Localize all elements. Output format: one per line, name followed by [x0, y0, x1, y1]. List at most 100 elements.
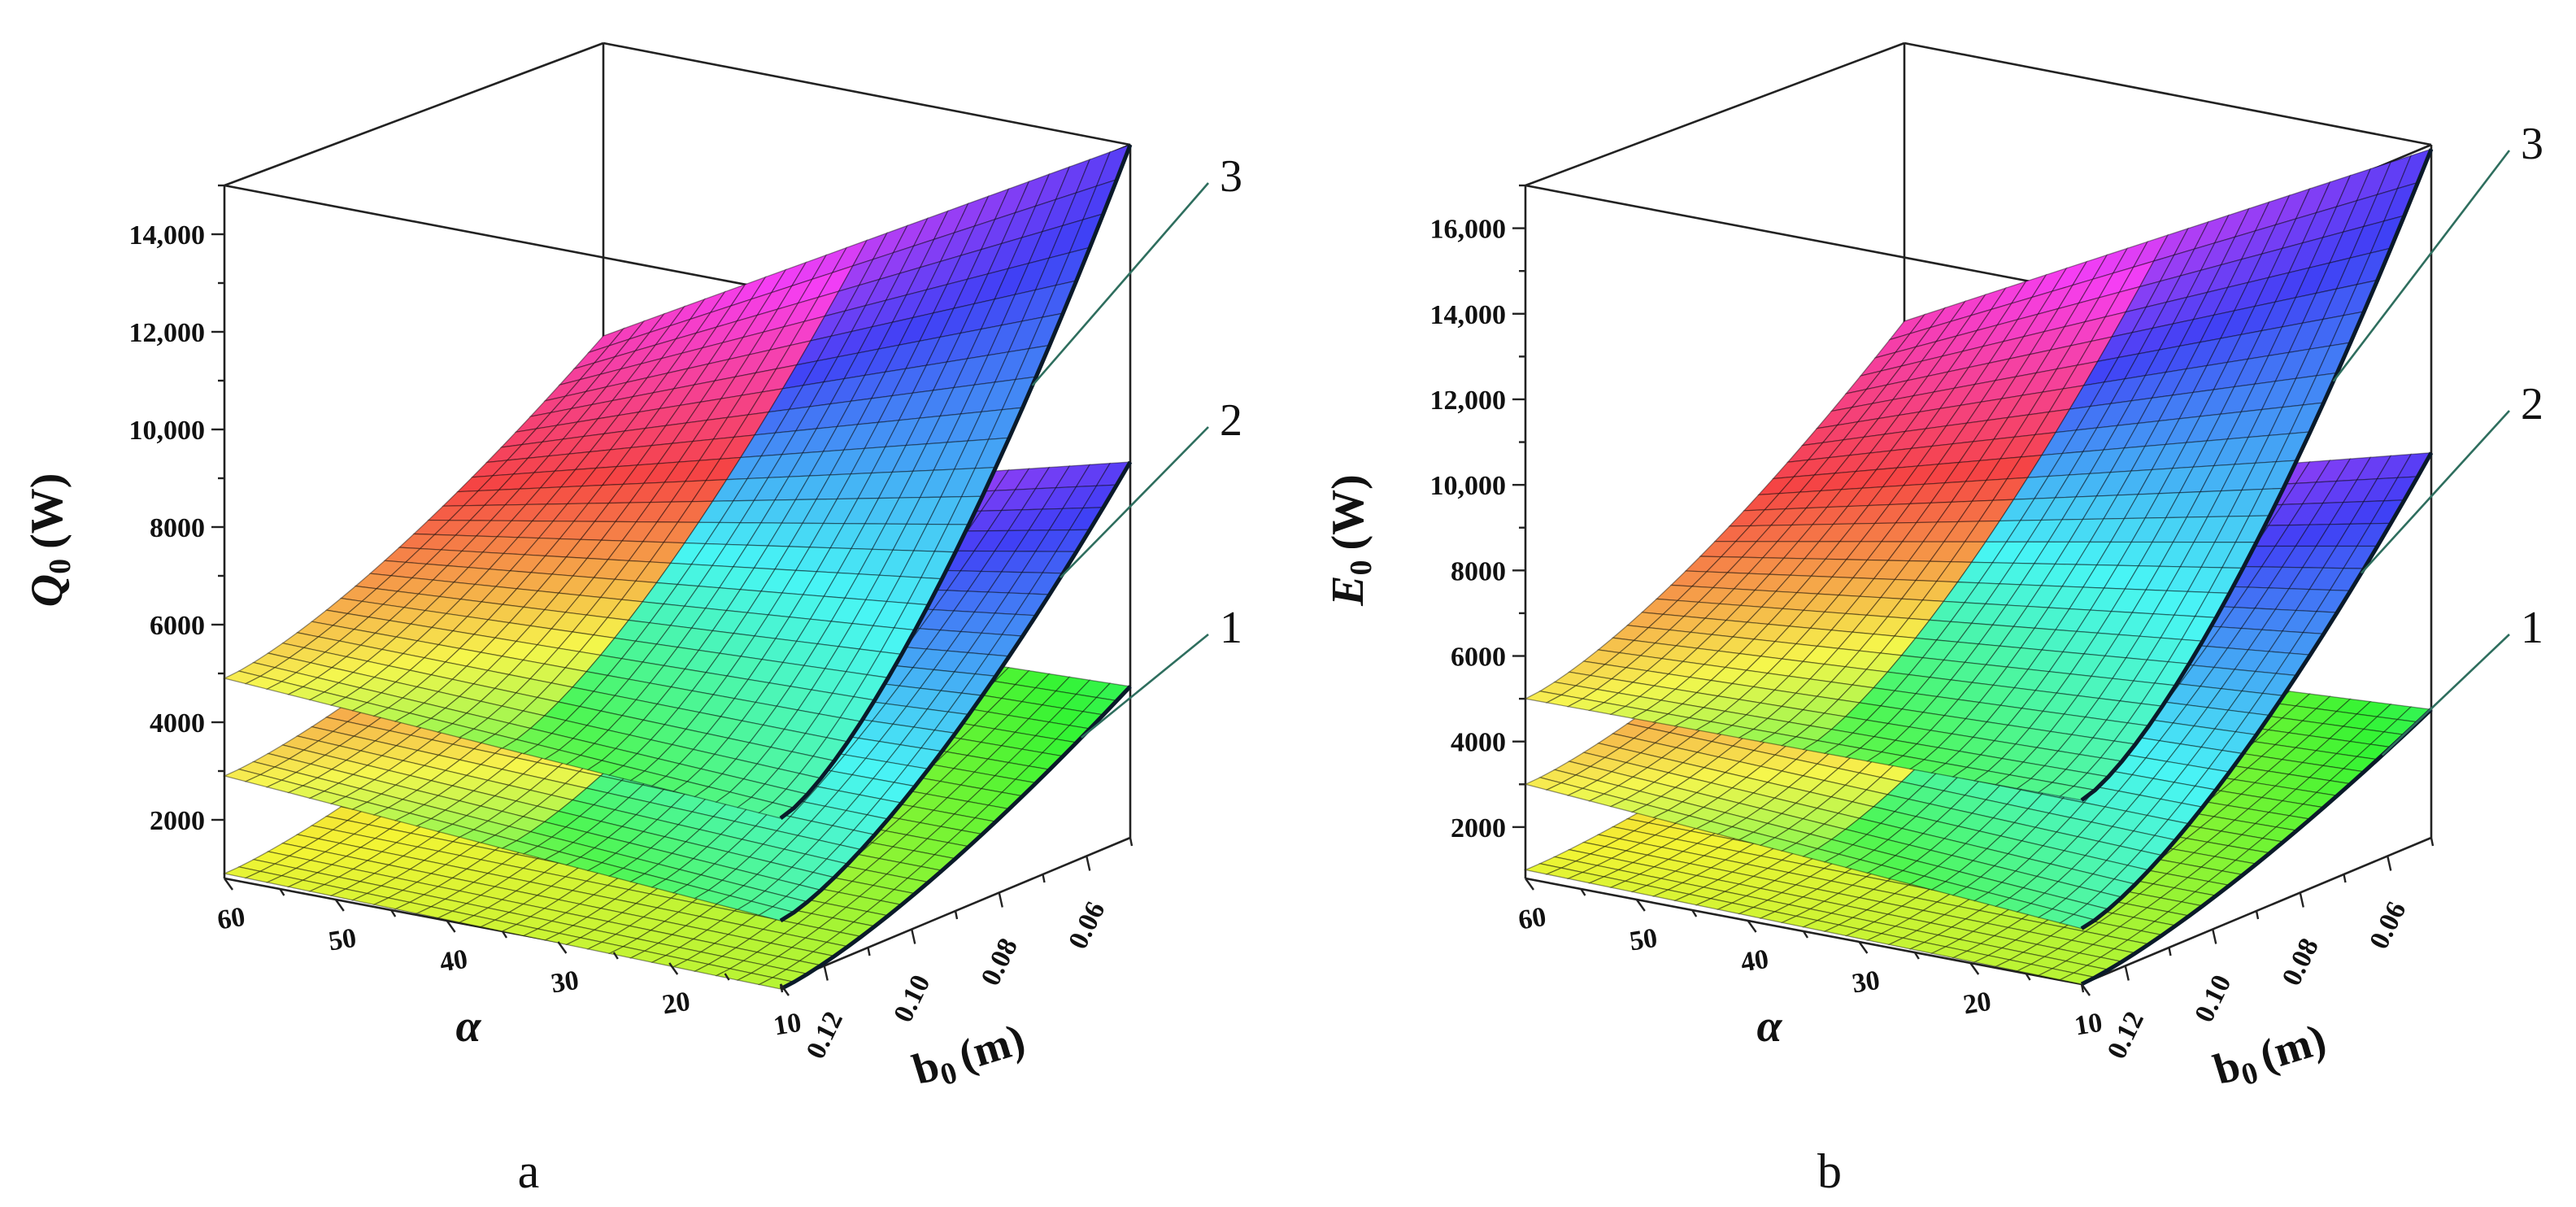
- alpha-tick: [334, 899, 345, 912]
- b0-tick-label: 0.10: [888, 970, 936, 1027]
- alpha-tick: [224, 878, 233, 891]
- alpha-tick-label: 10: [2073, 1008, 2104, 1042]
- z-tick-label: 2000: [1451, 813, 1506, 843]
- alpha-tick-minor: [501, 930, 508, 939]
- leader-line-3: [1031, 182, 1209, 386]
- alpha-tick: [668, 962, 679, 975]
- alpha-axis-title: α: [1757, 1001, 1783, 1052]
- alpha-tick-label: 60: [215, 902, 247, 936]
- z-tick-label: 6000: [150, 611, 205, 641]
- z-tick-label: 4000: [1451, 728, 1506, 758]
- leader-line-1: [2381, 634, 2510, 756]
- b0-axis-title: b0(m): [2208, 1014, 2333, 1100]
- b0-tick: [1086, 856, 1091, 871]
- b0-tick-label: 0.12: [801, 1007, 849, 1064]
- z-axis-title: Q0 (W): [22, 473, 77, 608]
- b0-tick-label: 0.08: [976, 934, 1024, 991]
- b0-tick-label: 0.10: [2189, 970, 2237, 1027]
- box-edge: [1904, 41, 2432, 146]
- b0-tick: [823, 965, 829, 981]
- alpha-tick-minor: [612, 952, 619, 960]
- z-tick-label: 12,000: [129, 318, 206, 348]
- surface-3: [223, 143, 1133, 820]
- alpha-tick-label: 30: [549, 965, 581, 1000]
- b0-title-unit: (m): [2254, 1014, 2331, 1080]
- z-tick-label: 8000: [1451, 556, 1506, 586]
- surface-label-2: 2: [1220, 395, 1242, 446]
- surface-labels: 1 2 3: [1031, 151, 1242, 739]
- alpha-tick-label: 10: [772, 1008, 803, 1042]
- b0-tick: [998, 892, 1003, 908]
- b0-tick-minor: [2343, 874, 2347, 883]
- z-tick-label: 10,000: [129, 416, 206, 446]
- b0-tick: [2124, 965, 2130, 981]
- box-edge: [224, 41, 604, 187]
- z-tick-label: 16,000: [1430, 215, 1507, 245]
- b0-tick-label: 0.06: [2364, 897, 2412, 954]
- b0-tick: [2212, 929, 2217, 944]
- alpha-tick-label: 60: [1516, 902, 1548, 936]
- b0-tick-label: 0.08: [2277, 934, 2325, 991]
- alpha-tick-label: 50: [326, 923, 358, 957]
- z-title-main: Q: [22, 574, 72, 607]
- box-edge: [1525, 41, 1905, 187]
- alpha-tick-minor: [390, 909, 397, 917]
- z-tick-label: 8000: [150, 513, 205, 543]
- z-axis-title: E0 (W): [1323, 474, 1378, 607]
- b0-tick: [2299, 892, 2304, 908]
- surface-label-3: 3: [2521, 119, 2543, 169]
- b0-tick-label: 0.12: [2102, 1007, 2150, 1064]
- b0-tick: [2387, 856, 2392, 871]
- leader-line-2: [1060, 426, 1209, 579]
- surface-3-edge: [779, 144, 1133, 820]
- alpha-tick-label: 50: [1627, 923, 1659, 957]
- b0-tick-label: 0.06: [1063, 897, 1111, 954]
- b0-axis-title: b0(m): [907, 1014, 1032, 1100]
- alpha-tick: [446, 920, 456, 933]
- leader-line-1: [1080, 633, 1209, 739]
- z-title-unit: (W): [22, 473, 72, 549]
- b0-tick-minor: [954, 910, 959, 920]
- b0-tick-minor: [2430, 837, 2435, 847]
- z-tick-label: 10,000: [1430, 471, 1507, 501]
- surface-2-edge: [779, 460, 1133, 923]
- alpha-tick-label: 20: [660, 987, 692, 1021]
- b0-title-unit: (m): [953, 1014, 1030, 1080]
- panel-label: a: [518, 1144, 540, 1198]
- alpha-tick-label: 40: [1738, 944, 1770, 978]
- panel-a-chart: 2000 4000 6000 8000 10,000 12,000 14,000 60 50 40…: [22, 41, 1242, 1198]
- alpha-axis-title: α: [456, 1001, 482, 1052]
- z-tick-label: 14,000: [129, 220, 206, 251]
- box-edge: [603, 41, 1131, 146]
- box-edge: [224, 184, 781, 293]
- b0-tick-minor: [779, 983, 784, 993]
- panel-label: b: [1817, 1144, 1842, 1198]
- surface-1-edge: [779, 685, 1132, 991]
- alpha-tick-label: 20: [1961, 987, 1993, 1021]
- z-tick-label: 14,000: [1430, 300, 1507, 330]
- alpha-tick-label: 40: [437, 944, 469, 978]
- z-title-main: E: [1323, 575, 1373, 606]
- surface-label-2: 2: [2521, 379, 2543, 429]
- b0-tick: [911, 929, 916, 944]
- surface-label-1: 1: [1220, 603, 1242, 653]
- z-title-sub: 0: [43, 559, 77, 574]
- b0-tick-minor: [867, 947, 871, 956]
- b0-tick-minor: [1042, 874, 1046, 883]
- z-axis: 2000 4000 6000 8000 10,000 12,000 14,000: [129, 184, 224, 836]
- surface-label-3: 3: [1220, 151, 1242, 202]
- alpha-axis: 60 50 40 30 20 10 α: [215, 878, 803, 1052]
- box-edge: [1525, 184, 2082, 293]
- z-title-unit: (W): [1323, 474, 1373, 550]
- b0-tick-minor: [1129, 837, 1134, 847]
- z-tick-label: 12,000: [1430, 386, 1507, 416]
- alpha-tick-minor: [724, 973, 730, 981]
- alpha-tick-minor: [279, 888, 285, 896]
- b0-tick-minor: [2168, 947, 2172, 956]
- z-title-sub: 0: [1344, 560, 1378, 575]
- z-tick-label: 4000: [150, 708, 205, 739]
- surface-label-1: 1: [2521, 603, 2543, 653]
- z-axis: 2000 4000 6000 8000 10,000 12,000 14,000 16,000: [1430, 184, 1525, 843]
- panel-b-chart: 2000 4000 6000 8000 10,000 12,000 14,000 16,000…: [1323, 41, 2543, 1198]
